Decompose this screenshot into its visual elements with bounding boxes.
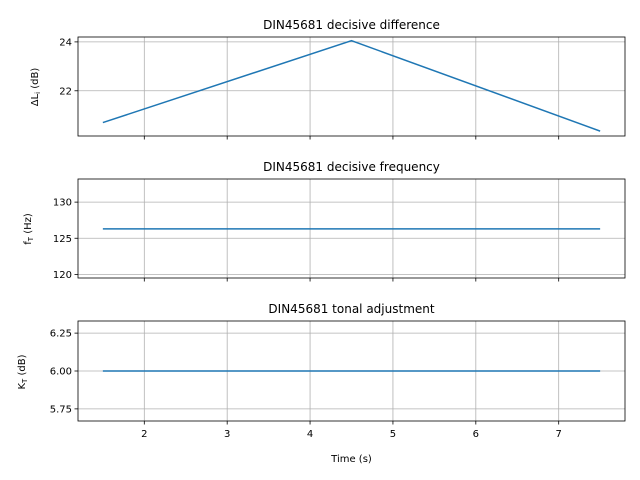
y-tick-label: 5.75 bbox=[50, 404, 72, 415]
x-tick-label: 7 bbox=[556, 429, 562, 440]
subplot-decisive-difference: DIN45681 decisive difference ΔLi (dB) 22… bbox=[30, 18, 626, 140]
y-tick-label: 120 bbox=[53, 270, 72, 281]
x-tick-label: 4 bbox=[307, 429, 313, 440]
x-axis-label: Time (s) bbox=[330, 454, 372, 465]
subplot-tonal-adjustment: DIN45681 tonal adjustment KT (dB) Time (… bbox=[17, 302, 626, 465]
x-tick-label: 3 bbox=[224, 429, 230, 440]
y-tick-label: 125 bbox=[53, 234, 72, 245]
subplot-decisive-frequency: DIN45681 decisive frequency fT (Hz) 120 1… bbox=[23, 160, 626, 282]
subplot-title: DIN45681 decisive difference bbox=[263, 18, 440, 32]
y-axis-label: KT (dB) bbox=[17, 354, 29, 389]
axes-frame bbox=[77, 36, 626, 137]
x-tick-label: 6 bbox=[473, 429, 479, 440]
x-tick-label: 2 bbox=[141, 429, 147, 440]
y-tick-label: 22 bbox=[59, 86, 72, 97]
x-tick-label: 5 bbox=[390, 429, 396, 440]
series-line bbox=[102, 39, 601, 132]
y-tick-label: 130 bbox=[53, 198, 72, 209]
y-tick-label: 24 bbox=[59, 37, 72, 48]
axes-frame bbox=[77, 178, 626, 279]
subplot-title: DIN45681 tonal adjustment bbox=[268, 302, 434, 316]
y-axis-label: ΔLi (dB) bbox=[30, 68, 42, 107]
y-tick-label: 6.25 bbox=[50, 329, 72, 340]
y-axis-label: fT (Hz) bbox=[23, 213, 35, 245]
subplot-title: DIN45681 decisive frequency bbox=[263, 160, 440, 174]
y-tick-label: 6.00 bbox=[50, 367, 72, 378]
